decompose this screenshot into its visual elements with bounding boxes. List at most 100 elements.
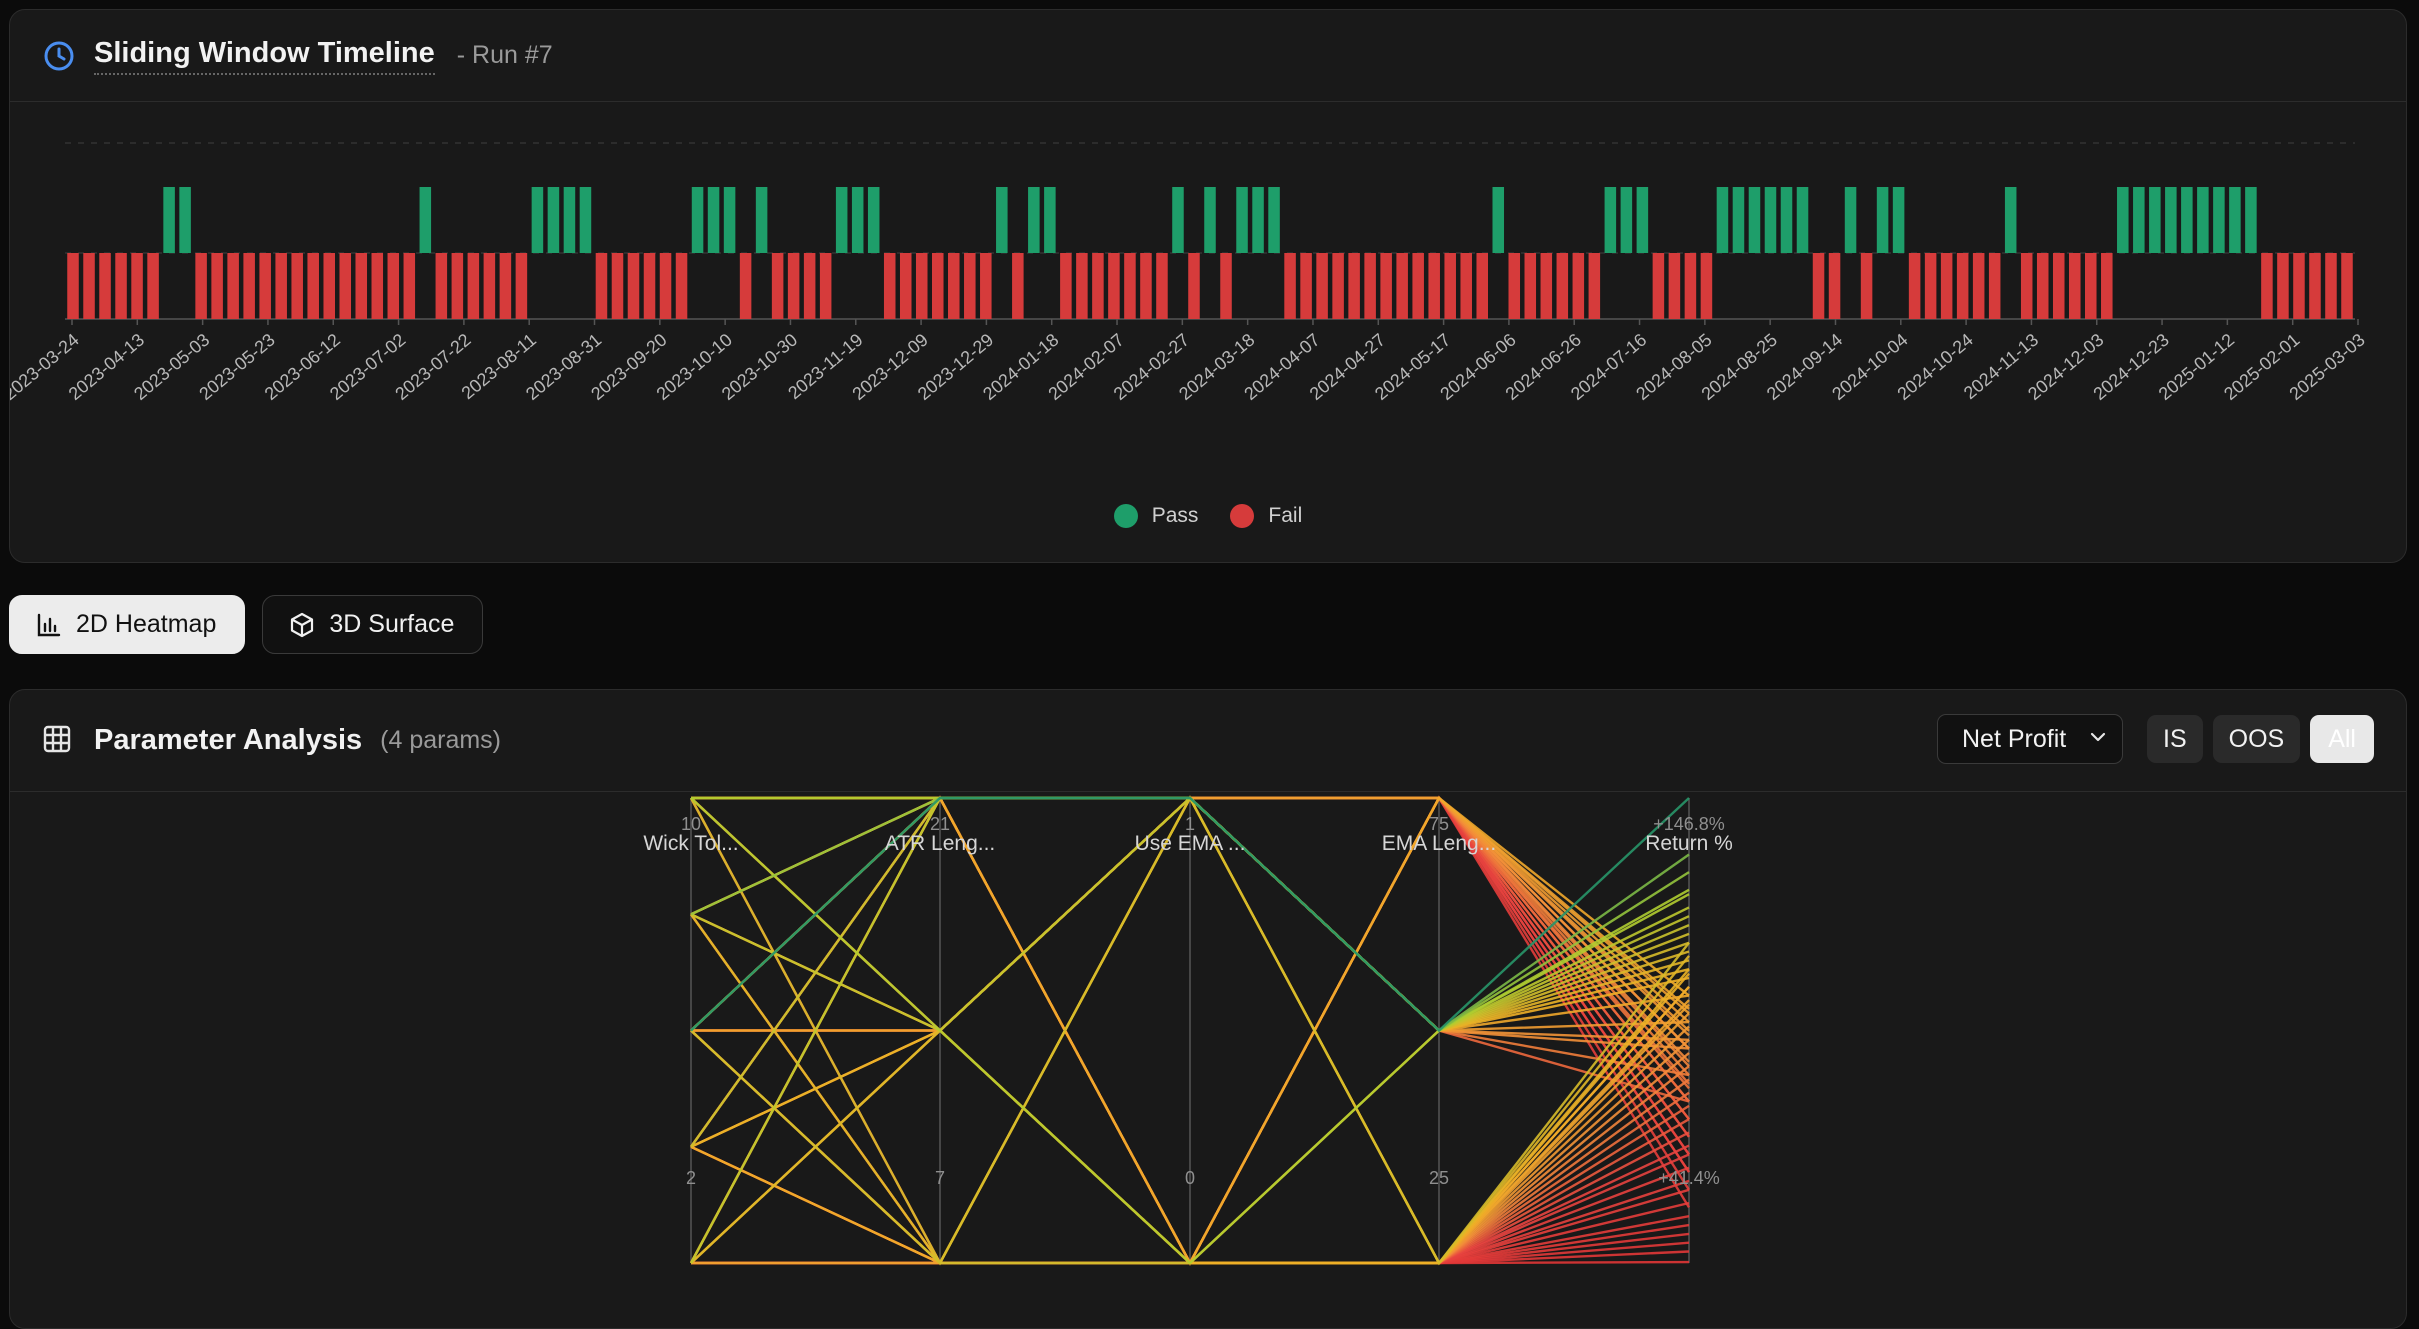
window-bar-fail[interactable] <box>275 253 287 319</box>
window-bar-fail[interactable] <box>435 253 448 319</box>
window-bar-pass[interactable] <box>851 187 864 253</box>
window-bar-fail[interactable] <box>771 253 784 319</box>
axis-name-label[interactable]: Return % <box>1645 832 1733 855</box>
window-bar-fail[interactable] <box>1508 253 1521 319</box>
window-bar-fail[interactable] <box>291 253 303 319</box>
window-bar-fail[interactable] <box>980 253 992 319</box>
window-bar-fail[interactable] <box>1588 253 1601 319</box>
legend-item-pass[interactable]: Pass <box>1113 504 1198 528</box>
window-bar-fail[interactable] <box>1988 253 2001 319</box>
window-bar-fail[interactable] <box>675 253 688 319</box>
window-bar-fail[interactable] <box>243 253 255 319</box>
axis-name-label[interactable]: Wick Tol... <box>643 832 738 855</box>
window-bar-fail[interactable] <box>2068 253 2081 319</box>
window-bar-pass[interactable] <box>1204 187 1216 253</box>
window-bar-fail[interactable] <box>1300 253 1312 319</box>
window-bar-fail[interactable] <box>899 253 912 319</box>
window-bar-fail[interactable] <box>1524 253 1537 319</box>
window-bar-pass[interactable] <box>1732 187 1745 253</box>
window-bar-pass[interactable] <box>1604 187 1617 253</box>
window-bar-fail[interactable] <box>1012 253 1024 319</box>
window-bar-fail[interactable] <box>964 253 976 319</box>
window-bar-fail[interactable] <box>1476 253 1488 319</box>
legend-item-fail[interactable]: Fail <box>1230 504 1302 528</box>
window-bar-fail[interactable] <box>1092 253 1104 319</box>
window-bar-pass[interactable] <box>579 187 592 253</box>
window-bar-fail[interactable] <box>259 253 271 319</box>
window-bar-fail[interactable] <box>1124 253 1136 319</box>
window-bar-fail[interactable] <box>227 253 239 319</box>
window-bar-pass[interactable] <box>2245 187 2257 253</box>
window-bar-fail[interactable] <box>147 253 159 319</box>
window-bar-pass[interactable] <box>1764 187 1777 253</box>
window-bar-pass[interactable] <box>707 187 720 253</box>
window-bar-pass[interactable] <box>1252 187 1264 253</box>
window-bar-fail[interactable] <box>1412 253 1424 319</box>
window-bar-fail[interactable] <box>67 253 79 319</box>
window-bar-fail[interactable] <box>1396 253 1408 319</box>
window-bar-fail[interactable] <box>627 253 640 319</box>
window-bar-fail[interactable] <box>1332 253 1344 319</box>
window-bar-pass[interactable] <box>755 187 768 253</box>
window-bar-pass[interactable] <box>419 187 432 253</box>
window-bar-fail[interactable] <box>1700 253 1713 319</box>
window-bar-pass[interactable] <box>2165 187 2177 253</box>
window-bar-fail[interactable] <box>948 253 960 319</box>
window-bar-pass[interactable] <box>2213 187 2225 253</box>
window-bar-fail[interactable] <box>355 253 368 319</box>
window-bar-fail[interactable] <box>1108 253 1120 319</box>
window-bar-fail[interactable] <box>1972 253 1985 319</box>
window-bar-fail[interactable] <box>2020 253 2033 319</box>
window-bar-fail[interactable] <box>1348 253 1360 319</box>
window-bar-fail[interactable] <box>499 253 512 319</box>
window-bar-fail[interactable] <box>1076 253 1088 319</box>
window-bar-fail[interactable] <box>1908 253 1921 319</box>
window-bar-fail[interactable] <box>932 253 944 319</box>
window-bar-fail[interactable] <box>1860 253 1873 319</box>
window-bar-fail[interactable] <box>2309 253 2321 319</box>
window-bar-pass[interactable] <box>1492 187 1505 253</box>
window-bar-fail[interactable] <box>1668 253 1681 319</box>
window-bar-fail[interactable] <box>611 253 624 319</box>
window-bar-fail[interactable] <box>1652 253 1665 319</box>
window-bar-pass[interactable] <box>1028 187 1040 253</box>
window-bar-fail[interactable] <box>1924 253 1937 319</box>
window-bar-pass[interactable] <box>1620 187 1633 253</box>
axis-name-label[interactable]: EMA Leng... <box>1382 832 1496 855</box>
window-bar-fail[interactable] <box>1460 253 1472 319</box>
window-bar-fail[interactable] <box>1572 253 1585 319</box>
window-bar-fail[interactable] <box>403 253 416 319</box>
window-bar-fail[interactable] <box>1812 253 1825 319</box>
window-bar-fail[interactable] <box>883 253 896 319</box>
timeline-title[interactable]: Sliding Window Timeline <box>94 37 435 75</box>
window-bar-pass[interactable] <box>1172 187 1184 253</box>
window-bar-pass[interactable] <box>691 187 704 253</box>
window-bar-fail[interactable] <box>1140 253 1152 319</box>
window-bar-fail[interactable] <box>1956 253 1969 319</box>
window-bar-fail[interactable] <box>1060 253 1072 319</box>
window-bar-fail[interactable] <box>2052 253 2065 319</box>
window-bar-fail[interactable] <box>2277 253 2289 319</box>
window-bar-fail[interactable] <box>131 253 143 319</box>
window-bar-pass[interactable] <box>1236 187 1248 253</box>
window-bar-fail[interactable] <box>787 253 800 319</box>
metric-select[interactable]: Net Profit <box>1937 714 2123 764</box>
window-bar-pass[interactable] <box>2197 187 2209 253</box>
window-bar-fail[interactable] <box>1940 253 1953 319</box>
window-bar-fail[interactable] <box>83 253 95 319</box>
window-bar-pass[interactable] <box>723 187 736 253</box>
window-bar-fail[interactable] <box>195 253 207 319</box>
window-bar-pass[interactable] <box>2133 187 2145 253</box>
window-bar-fail[interactable] <box>2261 253 2273 319</box>
window-bar-pass[interactable] <box>2229 187 2241 253</box>
window-bar-pass[interactable] <box>1716 187 1729 253</box>
window-bar-fail[interactable] <box>819 253 832 319</box>
window-bar-pass[interactable] <box>2149 187 2161 253</box>
window-bar-pass[interactable] <box>867 187 880 253</box>
window-bar-pass[interactable] <box>2004 187 2017 253</box>
window-bar-fail[interactable] <box>2101 253 2113 319</box>
window-bar-pass[interactable] <box>563 187 576 253</box>
surface-3d-button[interactable]: 3D Surface <box>262 595 484 654</box>
window-bar-fail[interactable] <box>1556 253 1569 319</box>
window-bar-fail[interactable] <box>1540 253 1553 319</box>
